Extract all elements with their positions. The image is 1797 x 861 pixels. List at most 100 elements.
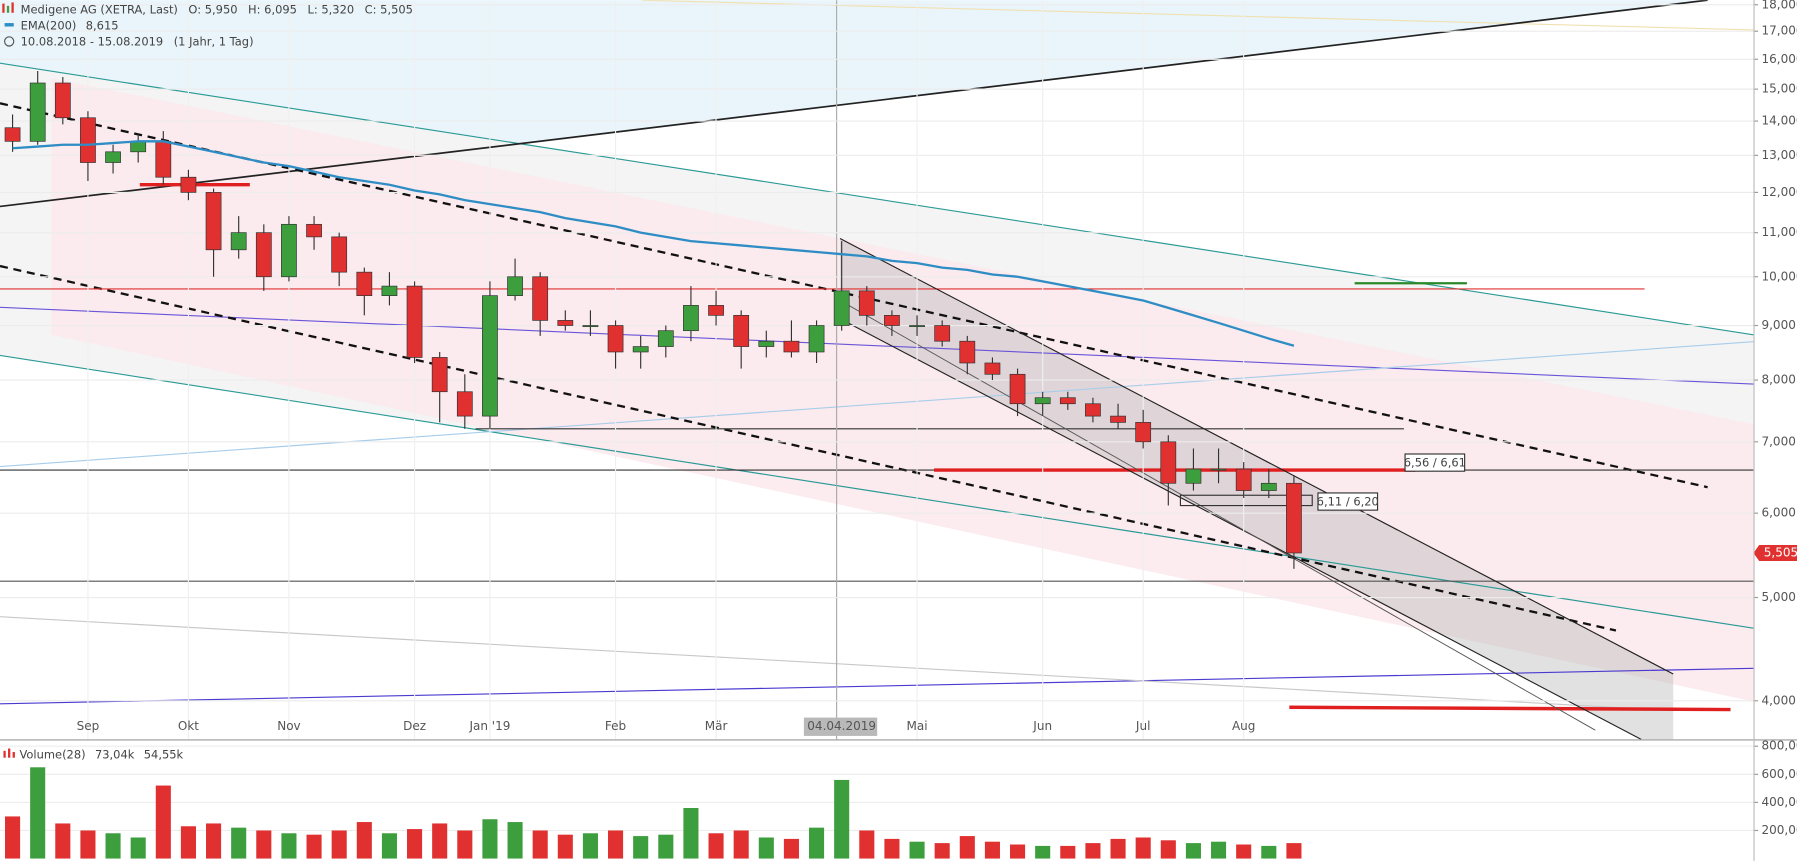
- volume-bar: [1236, 844, 1252, 859]
- volume-bar: [130, 837, 146, 859]
- volume-bar: [407, 829, 423, 859]
- y-tick-label: 4,000: [1761, 693, 1795, 707]
- x-tick-label: Mai: [907, 719, 928, 733]
- x-tick-label: Jan '19: [468, 719, 510, 733]
- candle-body: [984, 362, 1001, 375]
- y-tick-label: 18,000: [1761, 0, 1797, 11]
- volume-bar: [432, 823, 448, 859]
- clock-icon: [4, 36, 15, 47]
- volume-bar: [331, 830, 347, 859]
- y-tick-label: 15,000: [1761, 82, 1797, 96]
- candle-body: [1034, 397, 1051, 405]
- candle-body: [54, 82, 71, 119]
- candle-body: [1110, 415, 1126, 423]
- crosshair-label-bg: [803, 717, 878, 736]
- volume-bar: [1035, 845, 1051, 859]
- volume-bar: [884, 838, 900, 859]
- candle-body: [934, 325, 951, 342]
- volume-bar: [733, 830, 749, 859]
- volume-bar: [834, 779, 850, 859]
- volume-bar: [959, 836, 975, 859]
- volume-bar: [658, 834, 674, 859]
- volume-bar: [5, 816, 21, 859]
- ohlc-value: O: 5,950: [188, 2, 237, 16]
- y-tick-label: 6,000: [1761, 506, 1795, 520]
- x-tick-label: Sep: [77, 719, 100, 733]
- icon: [6, 5, 10, 13]
- volume-bar: [1211, 841, 1227, 859]
- icon: [11, 2, 14, 13]
- volume-bar: [1185, 843, 1201, 859]
- candle-body: [507, 276, 523, 296]
- trend-line: [0, 102, 1708, 489]
- x-tick-label: Nov: [277, 719, 300, 733]
- candle-body: [858, 290, 875, 316]
- period-range: 10.08.2018 - 15.08.2019: [21, 34, 164, 48]
- axes: 4,000 5,000 6,000 7,000 8,000 9,000 10,000 11,0…: [77, 0, 1797, 837]
- ema-line: [12, 140, 1295, 347]
- volume-bar: [608, 830, 624, 859]
- y-tick-label: 14,000: [1761, 114, 1797, 128]
- candle-body: [130, 140, 147, 153]
- volume-bar: [758, 837, 774, 859]
- volume-bar: [633, 836, 649, 859]
- candle-body: [758, 340, 775, 347]
- candle-body: [1160, 441, 1177, 484]
- volume-bar: [1286, 843, 1302, 859]
- price-tag: [1753, 544, 1797, 562]
- volume-bar: [783, 838, 799, 859]
- candle-body: [356, 271, 373, 296]
- candle-body: [582, 325, 599, 328]
- candle-body: [783, 340, 800, 353]
- candle-body: [4, 127, 21, 142]
- y-tick-label: 5,000: [1761, 590, 1795, 604]
- volume-title: Volume(28): [19, 747, 85, 761]
- channel-fill: [840, 238, 1674, 740]
- candle-body: [808, 325, 825, 353]
- candle-body: [281, 223, 297, 278]
- trend-line: [0, 264, 1617, 632]
- y-tick-label: 10,000: [1761, 269, 1797, 283]
- candle-body: [1059, 397, 1076, 405]
- volume-bar: [557, 834, 573, 859]
- candle-body: [1260, 482, 1277, 491]
- y-tick-label: 12,000: [1761, 185, 1797, 199]
- annotation: 6,11 / 6,20: [1317, 495, 1379, 509]
- x-tick-label: Mär: [705, 719, 728, 733]
- volume-bar: [708, 833, 724, 859]
- header-title: Medigene AG (XETRA, Last) O: 5,950 H: 6,…: [21, 2, 413, 16]
- candle-body: [708, 305, 724, 316]
- candle-body: [557, 320, 574, 326]
- candle-body: [909, 325, 925, 328]
- legend-value: 8,615: [86, 18, 119, 32]
- y-tick-label: 800,000: [1761, 739, 1797, 753]
- candle-body: [1286, 482, 1302, 554]
- candle-body: [406, 285, 423, 358]
- y-tick-label: 7,000: [1761, 434, 1795, 448]
- volume-bar: [457, 830, 473, 859]
- ohlc-value: C: 5,505: [365, 2, 413, 16]
- y-tick-label: 11,000: [1761, 225, 1797, 239]
- candle-body: [884, 315, 900, 326]
- volume-bar: [206, 823, 222, 859]
- y-tick-label: 600,000: [1761, 767, 1797, 781]
- x-tick-label: Jul: [1135, 719, 1151, 733]
- volume-bar: [1060, 845, 1076, 859]
- volume-bar: [482, 819, 498, 859]
- candle-body: [180, 176, 197, 193]
- volume-bar: [155, 785, 171, 859]
- volume-legend: Volume(28) 73,04k 54,55k: [19, 747, 183, 761]
- y-tick-label: 8,000: [1761, 373, 1795, 387]
- volume-bar: [256, 830, 272, 859]
- volume-bar: [356, 822, 372, 859]
- candle-body: [733, 315, 750, 347]
- candle-body: [1235, 468, 1252, 491]
- volume-bar: [1010, 844, 1026, 859]
- volume-bar: [909, 841, 925, 859]
- range-box: [1179, 494, 1313, 507]
- y-tick-label: 200,000: [1761, 823, 1797, 837]
- volume-bar: [683, 808, 699, 859]
- icon: [3, 750, 6, 758]
- y-tick-label: 16,000: [1761, 52, 1797, 66]
